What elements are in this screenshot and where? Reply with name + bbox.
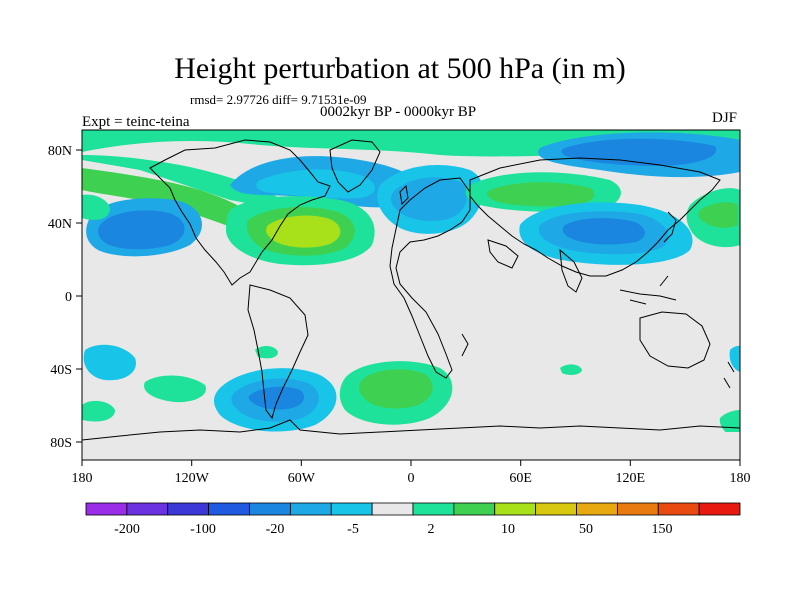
lon-tick-label: 120W	[175, 471, 210, 486]
lon-tick-label: 180	[730, 471, 751, 486]
lat-tick-label: 0	[65, 290, 72, 305]
rmsd-diff-stats: rmsd= 2.97726 diff= 9.71531e-09	[190, 92, 367, 107]
colorbar-swatch	[249, 502, 291, 516]
colorbar-swatch	[208, 502, 250, 516]
season-label: DJF	[712, 110, 738, 126]
colorbar-swatch	[576, 502, 618, 516]
map-title: Height perturbation at 500 hPa (in m)	[174, 52, 626, 85]
colorbar-label: 2	[428, 522, 435, 537]
lon-tick-label: 180	[72, 471, 93, 486]
colorbar-swatch	[126, 502, 169, 516]
lat-tick-label: 80S	[50, 436, 72, 451]
colorbar-label: 150	[652, 522, 673, 537]
colorbar-label: 10	[501, 522, 515, 537]
colorbar-swatch	[167, 502, 210, 516]
experiment-label: Expt = teinc-teina	[82, 114, 190, 130]
lon-tick-label: 60E	[509, 471, 532, 486]
lat-tick-label: 40S	[50, 363, 72, 378]
colorbar-swatch	[453, 502, 496, 516]
coastlines	[82, 139, 740, 441]
colorbar-swatch	[85, 502, 128, 516]
colorbar-label: 50	[579, 522, 593, 537]
height-anomaly-field	[82, 130, 740, 460]
lon-tick-label: 120E	[616, 471, 646, 486]
time-period-label: 0002kyr BP - 0000kyr BP	[320, 104, 477, 120]
colorbar-labels: -200 -100 -20 -5 2 10 50 150	[114, 522, 672, 537]
colorbar-swatch	[371, 502, 414, 516]
lat-tick-label: 80N	[48, 144, 72, 159]
colorbar-swatch	[616, 502, 659, 516]
colorbar	[85, 502, 741, 516]
lon-axis: 180 120W 60W 0 60E 120E 180	[72, 460, 751, 486]
colorbar-label: -20	[266, 522, 285, 537]
colorbar-swatch	[535, 502, 577, 516]
colorbar-label: -100	[190, 522, 216, 537]
colorbar-label: -5	[347, 522, 359, 537]
colorbar-swatch	[289, 502, 332, 516]
colorbar-swatch	[698, 502, 741, 516]
colorbar-swatch	[657, 502, 700, 516]
colorbar-label: -200	[114, 522, 140, 537]
lon-tick-label: 0	[408, 471, 415, 486]
colorbar-swatch	[494, 502, 537, 516]
lat-tick-label: 40N	[48, 217, 72, 232]
colorbar-swatch	[412, 502, 455, 516]
lat-axis: 80N 40N 0 40S 80S	[48, 144, 82, 451]
colorbar-swatch	[330, 502, 373, 516]
lon-tick-label: 60W	[288, 471, 316, 486]
